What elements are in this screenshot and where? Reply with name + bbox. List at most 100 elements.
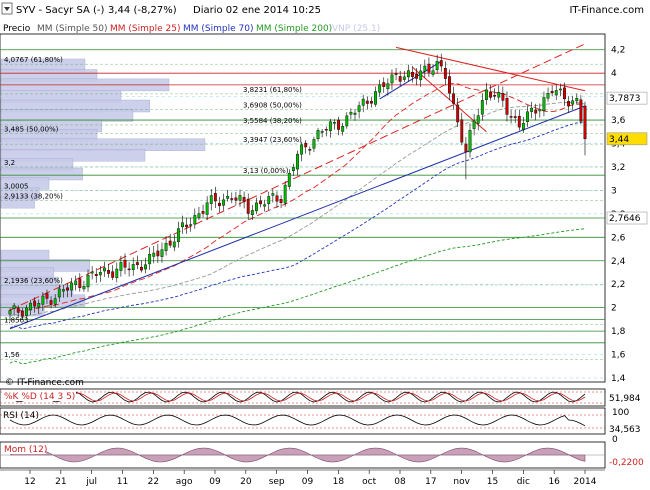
candle-body <box>279 199 283 203</box>
ticker-dropdown[interactable] <box>1 2 13 15</box>
candle-body <box>415 74 419 79</box>
downtrend-line <box>395 46 586 92</box>
candle-body <box>90 271 94 274</box>
momentum-title: Mom (12) <box>4 445 47 455</box>
candle-body <box>283 184 287 204</box>
candle-body <box>546 93 550 99</box>
rsi-last-value: 34,563 <box>609 425 641 435</box>
candle-body <box>464 143 468 153</box>
price-tick-label: 4,2 <box>611 46 625 56</box>
ma70-line <box>9 121 586 330</box>
candle-body <box>148 254 152 265</box>
stochastic-k-line <box>9 391 586 403</box>
candles <box>8 53 587 322</box>
x-axis: 12 21 jul 11 22 ago 09 20 sep 09 18 oct 08 17 nov 15 dic… <box>0 469 605 487</box>
candle-body <box>267 196 271 204</box>
candle-body <box>558 88 562 91</box>
candle-body <box>337 119 340 130</box>
legend-vnp[interactable]: VNP (25.1) <box>332 24 380 34</box>
candle-body <box>300 144 304 155</box>
candle-body <box>111 271 115 278</box>
candle-body <box>472 120 476 129</box>
price-tick-label: 3,2 <box>611 163 625 173</box>
watermark: © IT-Finance.com <box>5 378 84 388</box>
x-tick-label: oct <box>362 477 376 487</box>
x-tick-label: 16 <box>548 477 560 487</box>
ma25-line <box>9 83 586 312</box>
stochastic-frame <box>0 388 606 407</box>
candle-body <box>246 198 250 214</box>
legend-ma25[interactable]: MM (Simple 25) <box>110 24 180 34</box>
candle-body <box>86 275 90 288</box>
candle-body <box>452 93 455 104</box>
price-badge <box>606 91 648 105</box>
chevron-down-icon <box>4 7 10 11</box>
candle-body <box>209 195 213 204</box>
price-panel: 4,0767 (61,80%) 3,8231 (61,80%) 3,6908 (50… <box>0 33 648 388</box>
candle-body <box>176 228 180 242</box>
candle-body <box>119 262 123 271</box>
candle-body <box>230 198 234 200</box>
price-badge <box>606 211 648 225</box>
x-tick-label: 09 <box>302 477 314 487</box>
candle-body <box>8 310 12 315</box>
candle-body <box>291 167 295 171</box>
candle-body <box>156 250 160 257</box>
fibonacci-labels: 4,0767 (61,80%) 3,8231 (61,80%) 3,6908 (50… <box>4 56 302 359</box>
x-tick-label: ago <box>176 477 193 487</box>
price-badges: 3,7873 3,44 2,7646 <box>606 91 648 225</box>
price-badge-label: 3,7873 <box>609 94 641 104</box>
x-tick-label: nov <box>453 477 470 487</box>
fibonacci-label: 3,13 (0,00%) <box>243 167 289 175</box>
price-tick-label: 2,6 <box>611 233 626 243</box>
candle-body <box>12 305 16 310</box>
candle-body <box>144 264 147 270</box>
legend-ma70[interactable]: MM (Simple 70) <box>183 24 253 34</box>
candle-body <box>185 224 189 228</box>
x-tick-label: 15 <box>487 477 498 487</box>
volume-profile-bar <box>0 138 206 151</box>
candle-body <box>172 241 176 248</box>
candle-body <box>431 70 435 75</box>
candle-body <box>205 202 209 215</box>
legend-price[interactable]: Precio <box>3 24 31 34</box>
candle-body <box>394 73 398 75</box>
candle-body <box>571 100 575 105</box>
fibonacci-label: 3,3947 (23,60%) <box>243 136 302 144</box>
candle-body <box>201 211 205 214</box>
candle-body <box>115 268 119 278</box>
rsi-title: RSI (14) <box>3 411 39 421</box>
legend-ma200[interactable]: MM (Simple 200) <box>256 24 332 34</box>
candle-body <box>460 119 464 143</box>
momentum-area <box>9 447 586 463</box>
candle-body <box>345 115 349 127</box>
candle-body <box>501 93 505 101</box>
price-tick-label: 2,2 <box>611 280 625 290</box>
rsi-tick-100: 100 <box>612 408 629 418</box>
candle-body <box>517 115 521 128</box>
candle-body <box>406 70 410 78</box>
uptrend-line <box>9 105 586 330</box>
stochastic-panel: %K %D (14 3 5) 51,984 <box>0 388 641 407</box>
price-tick-label: 1,8 <box>611 327 626 337</box>
candle-body <box>226 195 230 199</box>
stochastic-d-line <box>9 392 586 402</box>
upper-channel-line <box>9 43 586 311</box>
candle-body <box>497 92 501 98</box>
candle-body <box>287 172 291 187</box>
candle-body <box>33 300 37 307</box>
volume-profile-bar <box>0 109 134 122</box>
legend-ma50[interactable]: MM (Simple 50) <box>37 24 107 34</box>
period-date: Diario 02 ene 2014 10:25 <box>193 5 321 16</box>
rsi-tick-0: 0 <box>612 435 618 445</box>
price-badge <box>606 132 648 146</box>
candle-body <box>135 262 139 266</box>
candle-body <box>189 224 193 226</box>
candle-body <box>160 249 164 257</box>
candle-body <box>398 76 402 82</box>
x-tick-label: 12 <box>24 477 35 487</box>
candle-body <box>480 100 484 115</box>
candle-body <box>218 202 221 207</box>
candle-body <box>304 142 308 148</box>
